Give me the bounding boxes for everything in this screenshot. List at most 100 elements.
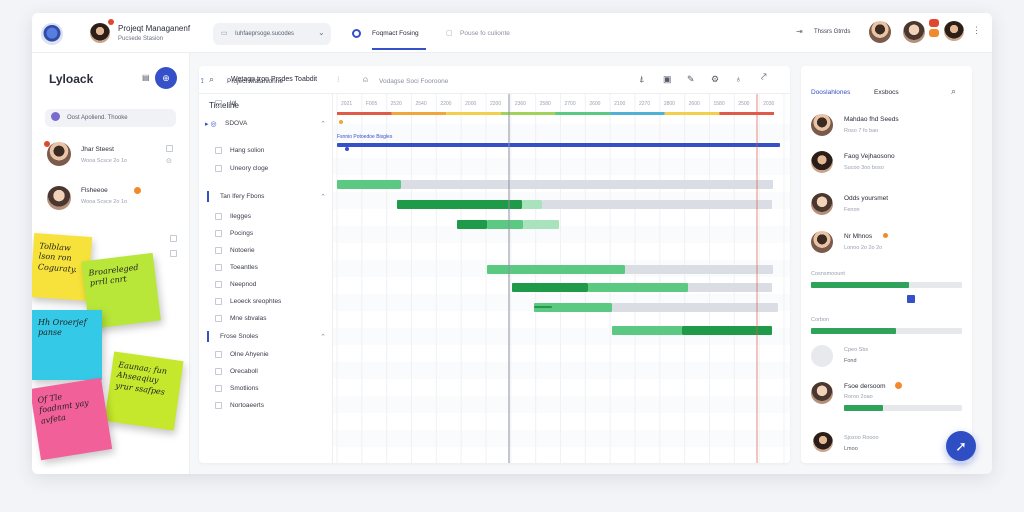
- team-avatar-2[interactable]: [903, 21, 925, 43]
- right-person-avatar-6[interactable]: [813, 432, 833, 452]
- task-row[interactable]: Frose Snoles ⌃: [199, 328, 332, 345]
- chevron-up-icon[interactable]: ⌃: [320, 193, 326, 201]
- app-logo-icon[interactable]: [41, 23, 63, 45]
- sticky-note-text-2: Broareleged prrll cnrt: [88, 262, 139, 289]
- task-checkbox[interactable]: [215, 315, 222, 322]
- right-person-avatar-1[interactable]: [811, 114, 833, 136]
- search-icon[interactable]: ⌕: [209, 74, 215, 84]
- task-checkbox[interactable]: [215, 402, 222, 409]
- task-label: Orecaboll: [230, 368, 258, 375]
- task-row[interactable]: Hang solion: [199, 142, 332, 159]
- tab-right-inactive[interactable]: Exsbocs: [874, 89, 899, 96]
- right-person-sub-1: Roso 7 fo bao: [844, 128, 879, 134]
- task-checkbox[interactable]: [215, 213, 222, 220]
- section-marker: [207, 191, 209, 202]
- task-row[interactable]: Tan lfery Fbons ⌃: [199, 188, 332, 205]
- calendar-icon[interactable]: ▣: [663, 74, 672, 84]
- task-checkbox[interactable]: [215, 368, 222, 375]
- sticky-note-pink[interactable]: Of Tle foadnmt yay avfeta: [32, 377, 113, 461]
- task-row[interactable]: Orecaboll: [199, 363, 332, 380]
- add-workspace-button[interactable]: ⊕: [155, 67, 177, 89]
- tab-right-active[interactable]: Dooslahlones: [811, 89, 851, 96]
- link-icon[interactable]: ⤤: [761, 72, 767, 83]
- bell-icon[interactable]: ⍝: [363, 75, 368, 84]
- task-checkbox[interactable]: [215, 264, 222, 271]
- task-row[interactable]: Pocings: [199, 225, 332, 242]
- task-checkbox[interactable]: [215, 165, 222, 172]
- user-info-icon[interactable]: ⊙: [166, 158, 172, 165]
- task-checkbox[interactable]: [215, 281, 222, 288]
- task-row[interactable]: Notoerie: [199, 242, 332, 259]
- right-person-avatar-3[interactable]: [811, 193, 833, 215]
- sidebar-search[interactable]: Oost Apoliend. Thooke: [45, 109, 176, 127]
- top-bar: Projeqt Managanenf Pucsede Stasion ▭ Iuh…: [32, 13, 992, 53]
- task-row[interactable]: Leoeck sreophtes: [199, 293, 332, 310]
- sidebar-user-avatar-2[interactable]: [47, 186, 71, 210]
- chevron-up-icon[interactable]: ⌃: [320, 333, 326, 341]
- tab-inactive[interactable]: Pouse fo culionte: [460, 30, 510, 37]
- tick-label: 2021: [341, 101, 352, 107]
- task-row[interactable]: Nortoaeerts: [199, 397, 332, 414]
- tick-label: 2100: [614, 101, 625, 107]
- sidebar-user-avatar-1[interactable]: [47, 142, 71, 166]
- task-row[interactable]: Olne Ahyenie: [199, 346, 332, 363]
- right-person-avatar-4[interactable]: [811, 231, 833, 253]
- team-avatar-3[interactable]: [944, 21, 964, 41]
- chevron-down-icon: ⌄: [318, 28, 325, 37]
- tab-active[interactable]: Foqmact Fosing: [372, 30, 419, 37]
- sidebar-toggle-icon[interactable]: ⇥: [796, 27, 803, 36]
- task-row[interactable]: Neepnod: [199, 276, 332, 293]
- sidebar-checkbox-a[interactable]: [170, 235, 177, 242]
- share-icon[interactable]: ⍋: [639, 74, 645, 84]
- task-row[interactable]: Ilegges: [199, 208, 332, 225]
- summary-marker-icon: [345, 147, 349, 151]
- task-checkbox[interactable]: [215, 247, 222, 254]
- right-panel: Dooslahlones Exsbocs ⌕ Mahdao fhd Seeds …: [801, 66, 972, 463]
- task-checkbox[interactable]: [215, 100, 222, 107]
- sidebar-user-checkbox-1[interactable]: [166, 145, 173, 152]
- task-bar: [688, 283, 772, 292]
- task-label: Neepnod: [230, 281, 257, 288]
- task-checkbox[interactable]: [215, 351, 222, 358]
- row-stripe: [333, 362, 790, 379]
- project-search-dropdown[interactable]: ▭ Iuhfaeprsoge.sucodes ⌄: [213, 23, 331, 45]
- task-bar: [682, 326, 772, 335]
- chevron-up-icon[interactable]: ⌃: [320, 120, 326, 128]
- more-menu-icon[interactable]: ⋮: [972, 25, 981, 35]
- task-checkbox[interactable]: [215, 385, 222, 392]
- task-row[interactable]: Uneory cloge: [199, 160, 332, 177]
- right-search-icon[interactable]: ⌕: [951, 86, 957, 96]
- task-row[interactable]: lql: [199, 95, 332, 112]
- team-avatar-1[interactable]: [869, 21, 891, 43]
- section3-progress: [844, 405, 962, 411]
- gantt-panel: ⌕ Wetagn tron Prsdes Toabdit ⁝ ⍝ Vodagse…: [199, 66, 790, 463]
- sticky-note-cyan[interactable]: Hh Oroerjef panse: [32, 310, 102, 380]
- task-row[interactable]: ⟟ Project Matahionne: [199, 73, 332, 90]
- quick-action-button[interactable]: ➚: [946, 431, 976, 461]
- notification-badge-icon: [929, 19, 939, 27]
- task-checkbox[interactable]: [215, 230, 222, 237]
- right-person-avatar-5[interactable]: [811, 382, 833, 404]
- task-checkbox[interactable]: [215, 298, 222, 305]
- edit-icon[interactable]: ✎: [687, 74, 695, 84]
- milestone-label: Fsnnio Potoedoe Bisgles: [337, 134, 393, 140]
- tab-page-icon: ▢: [446, 30, 453, 37]
- task-checkbox[interactable]: [215, 147, 222, 154]
- grid-icon[interactable]: ⁝: [337, 75, 340, 84]
- user-avatar[interactable]: [90, 23, 110, 43]
- sticky-note-green[interactable]: Eaunaa; fun Ahseaqiuy yrur ssafpes: [104, 351, 184, 431]
- settings-icon[interactable]: ⚙: [711, 74, 720, 84]
- microphone-icon[interactable]: ♁: [735, 74, 742, 84]
- right-person-avatar-2[interactable]: [811, 151, 833, 173]
- task-row[interactable]: Mne sbvalas: [199, 310, 332, 327]
- gantt-toolbar-subtitle: Vodagse Soci Fooroone: [379, 78, 449, 85]
- tick-label: 2600: [589, 101, 600, 107]
- task-row[interactable]: Toeantles: [199, 259, 332, 276]
- app-window: Projeqt Managanenf Pucsede Stasion ▭ Iuh…: [32, 13, 992, 474]
- archive-icon[interactable]: ▤: [142, 73, 150, 82]
- task-label: Leoeck sreophtes: [230, 298, 282, 305]
- task-label: Notoerie: [230, 247, 255, 254]
- task-row[interactable]: ▸ ◎ SDOVA ⌃: [199, 115, 332, 132]
- sidebar-checkbox-b[interactable]: [170, 250, 177, 257]
- task-row[interactable]: Smotlions: [199, 380, 332, 397]
